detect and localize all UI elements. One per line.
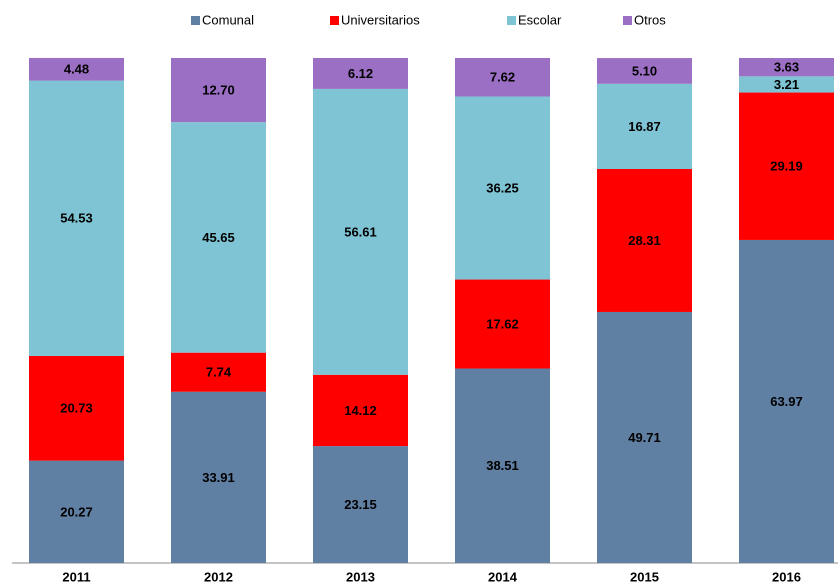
bar-segment [313, 374, 408, 447]
data-label: 45.65 [202, 230, 235, 245]
data-label: 16.87 [628, 119, 661, 134]
legend-label: Comunal [202, 12, 254, 27]
data-label: 17.62 [486, 316, 519, 331]
bar-segment [597, 83, 692, 169]
data-label: 7.74 [206, 365, 232, 380]
data-label: 23.15 [344, 497, 377, 512]
x-tick-label: 2016 [772, 569, 801, 584]
bar-segment [171, 58, 266, 123]
bar-segment [455, 279, 550, 369]
bar-segment [29, 57, 124, 81]
data-label: 7.62 [490, 70, 515, 85]
data-label: 28.31 [628, 233, 661, 248]
data-label: 56.61 [344, 224, 377, 239]
legend-swatch [623, 16, 632, 25]
data-label: 33.91 [202, 470, 235, 485]
x-tick-label: 2012 [204, 569, 233, 584]
bar-segment [171, 352, 266, 392]
bar-segment [171, 391, 266, 563]
x-tick-label: 2014 [488, 569, 518, 584]
bar-segment [455, 368, 550, 563]
legend-label: Universitarios [341, 12, 420, 27]
data-label: 49.71 [628, 430, 661, 445]
legend-swatch [507, 16, 516, 25]
bar-segment [313, 88, 408, 375]
bar-segment [597, 168, 692, 312]
data-label: 29.19 [770, 159, 803, 174]
legend-swatch [330, 16, 339, 25]
bar-segment [313, 446, 408, 563]
data-label: 14.12 [344, 403, 377, 418]
data-label: 12.70 [202, 83, 235, 98]
bar-segment [29, 460, 124, 563]
data-label: 4.48 [64, 62, 89, 77]
legend-label: Escolar [518, 12, 562, 27]
bar-segment [29, 80, 124, 356]
data-label: 20.27 [60, 504, 93, 519]
data-label: 38.51 [486, 458, 519, 473]
bar-segment [455, 96, 550, 280]
bar-segment [597, 58, 692, 84]
bar-segment [29, 355, 124, 461]
bar-segment [313, 58, 408, 89]
bar-segment [739, 58, 834, 77]
bar-segment [739, 239, 834, 563]
legend-swatch [191, 16, 200, 25]
bar-segment [739, 92, 834, 240]
data-label: 63.97 [770, 394, 803, 409]
bar-segment [739, 76, 834, 93]
data-label: 3.21 [774, 77, 799, 92]
data-label: 6.12 [348, 66, 373, 81]
data-label: 20.73 [60, 401, 93, 416]
x-tick-label: 2011 [62, 569, 90, 584]
bar-segment [597, 311, 692, 563]
data-label: 5.10 [632, 63, 657, 78]
x-tick-label: 2013 [346, 569, 375, 584]
bar-segment [455, 58, 550, 97]
data-label: 54.53 [60, 211, 93, 226]
bar-segment [171, 122, 266, 353]
data-label: 36.25 [486, 180, 519, 195]
x-tick-label: 2015 [630, 569, 659, 584]
data-label: 3.63 [774, 60, 799, 75]
legend-label: Otros [634, 12, 666, 27]
